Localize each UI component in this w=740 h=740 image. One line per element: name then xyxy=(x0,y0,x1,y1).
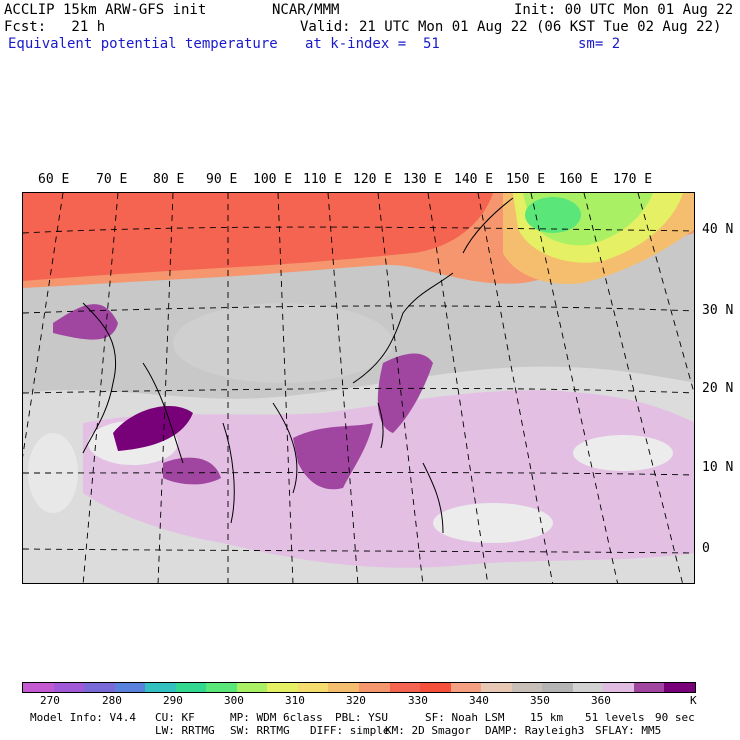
lat-label: 40 N xyxy=(702,222,734,237)
field-name: Equivalent potential temperature xyxy=(8,36,278,52)
colorbar-swatch xyxy=(84,683,115,692)
colorbar-swatch xyxy=(603,683,634,692)
colorbar-swatch xyxy=(633,683,665,692)
colorbar-swatch xyxy=(23,683,54,692)
colorbar-label: 340 xyxy=(469,694,489,707)
lon-label: 120 E xyxy=(353,172,393,187)
colorbar-label: 320 xyxy=(346,694,366,707)
footer-item: SFLAY: MM5 xyxy=(595,724,662,737)
lon-label: 80 E xyxy=(153,172,185,187)
colorbar-swatch xyxy=(145,683,176,692)
footer-item: 90 sec xyxy=(655,711,695,724)
colorbar-swatch xyxy=(481,683,512,692)
valid-time: Valid: 21 UTC Mon 01 Aug 22 (06 KST Tue … xyxy=(300,19,722,35)
colorbar-swatch xyxy=(450,683,482,692)
footer-item: 15 km xyxy=(530,711,564,724)
footer-item: SW: RRTMG xyxy=(230,724,290,737)
colorbar-swatch xyxy=(359,683,390,692)
footer-item: SF: Noah LSM xyxy=(425,711,505,724)
footer-item: KM: 2D Smagor xyxy=(385,724,472,737)
forecast-hour: Fcst: 21 h xyxy=(4,19,106,35)
max-core xyxy=(525,197,581,233)
lat-label: 0 xyxy=(702,541,710,556)
colorbar-swatch xyxy=(542,683,573,692)
colorbar-label: 280 xyxy=(102,694,122,707)
colorbar-label: 300 xyxy=(224,694,244,707)
colorbar-swatch xyxy=(572,683,604,692)
colorbar-swatch xyxy=(53,683,85,692)
footer-item: DAMP: Rayleigh3 xyxy=(485,724,585,737)
footer-item: PBL: YSU xyxy=(335,711,388,724)
lon-label: 70 E xyxy=(96,172,128,187)
map-panel[interactable] xyxy=(22,192,695,584)
colorbar-swatch xyxy=(664,683,696,692)
footer-item: 51 levels xyxy=(585,711,645,724)
colorbar-label: 270 xyxy=(40,694,60,707)
lon-label: 160 E xyxy=(559,172,599,187)
lon-label: 110 E xyxy=(303,172,343,187)
lat-label: 30 N xyxy=(702,303,734,318)
colorbar-swatch xyxy=(389,683,421,692)
colorbar-unit: K xyxy=(690,694,697,707)
lat-label: 20 N xyxy=(702,381,734,396)
purple-region xyxy=(377,353,433,433)
colorbar-label: 310 xyxy=(285,694,305,707)
purple-region xyxy=(163,457,221,485)
colorbar-swatch xyxy=(420,683,451,692)
level-label: at k-index = 51 xyxy=(305,36,440,52)
white-patch xyxy=(28,433,78,513)
colorbar-label: 290 xyxy=(163,694,183,707)
colorbar-swatch xyxy=(328,683,360,692)
colorbar-swatch xyxy=(206,683,237,692)
warm-band-core xyxy=(23,193,493,281)
lon-label: 130 E xyxy=(403,172,443,187)
colorbar-label: 360 xyxy=(591,694,611,707)
lon-label: 100 E xyxy=(253,172,293,187)
colorbar-swatch xyxy=(175,683,207,692)
smoothing-label: sm= 2 xyxy=(578,36,621,52)
lat-lines xyxy=(23,226,694,554)
footer-item: LW: RRTMG xyxy=(155,724,215,737)
lon-label: 170 E xyxy=(613,172,653,187)
colorbar-swatch xyxy=(511,683,543,692)
lon-label: 90 E xyxy=(206,172,238,187)
footer-item: CU: KF xyxy=(155,711,195,724)
colorbar-swatch xyxy=(114,683,146,692)
purple-region xyxy=(113,405,193,451)
colorbar xyxy=(22,682,696,693)
org-label: NCAR/MMM xyxy=(272,2,340,18)
lat-label: 10 N xyxy=(702,460,734,475)
purple-region xyxy=(53,304,118,340)
lon-lines xyxy=(23,193,694,583)
footer-item: Model Info: V4.4 xyxy=(30,711,136,724)
lon-label: 140 E xyxy=(454,172,494,187)
lon-label: 150 E xyxy=(506,172,546,187)
colorbar-label: 330 xyxy=(408,694,428,707)
footer-item: DIFF: simple xyxy=(310,724,390,737)
model-title: ACCLIP 15km ARW-GFS init xyxy=(4,2,207,18)
colorbar-swatch xyxy=(267,683,298,692)
colorbar-label: 350 xyxy=(530,694,550,707)
colorbar-swatch xyxy=(236,683,268,692)
colorbar-swatch xyxy=(297,683,329,692)
init-time: Init: 00 UTC Mon 01 Aug 22 xyxy=(514,2,734,18)
lon-label: 60 E xyxy=(38,172,70,187)
theta-e-field xyxy=(23,193,694,583)
white-patch xyxy=(433,503,553,543)
footer-item: MP: WDM 6class xyxy=(230,711,323,724)
white-patch xyxy=(573,435,673,471)
